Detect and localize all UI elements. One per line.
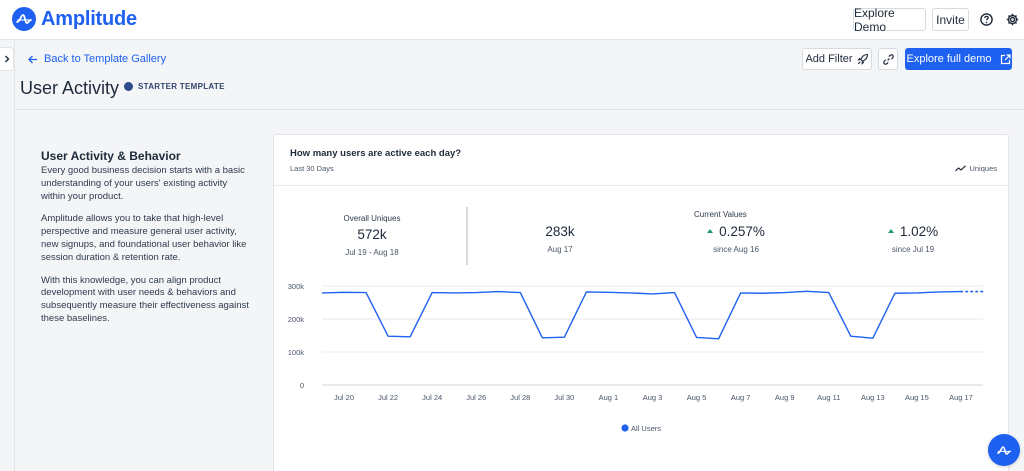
- current-day-kpi: 283k Aug 17: [510, 224, 610, 254]
- kpi-label: Overall Uniques: [343, 214, 401, 223]
- up-arrow-icon: [707, 229, 714, 234]
- overall-uniques-kpi: Overall Uniques 572k Jul 19 - Aug 18: [322, 214, 422, 257]
- description-paragraph-2: Amplitude allows you to take that high-l…: [41, 213, 247, 263]
- card-header-divider: [274, 185, 1008, 186]
- x-tick-label: Jul 24: [422, 393, 442, 402]
- back-to-template-gallery-link[interactable]: Back to Template Gallery: [28, 53, 166, 65]
- copy-link-button[interactable]: [878, 48, 898, 70]
- amplitude-help-icon: [997, 445, 1011, 455]
- sidebar-divider: [14, 40, 15, 471]
- x-tick-label: Aug 17: [949, 393, 973, 402]
- amplitude-logo[interactable]: Amplitude: [12, 7, 137, 31]
- y-tick-label: 0: [300, 381, 304, 390]
- x-tick-label: Aug 9: [775, 393, 795, 402]
- starter-template-badge: STARTER TEMPLATE: [124, 82, 225, 91]
- legend-label: All Users: [631, 424, 661, 433]
- period-change-kpi: 1.02% since Jul 19: [863, 224, 963, 254]
- explore-full-demo-label: Explore full demo: [906, 53, 992, 65]
- x-tick-label: Aug 15: [905, 393, 929, 402]
- x-tick-label: Aug 11: [817, 393, 840, 402]
- x-tick-label: Jul 28: [510, 393, 530, 402]
- add-filter-label: Add Filter: [805, 53, 853, 65]
- brand-name: Amplitude: [41, 7, 137, 30]
- description-paragraph-3: With this knowledge, you can align produ…: [41, 274, 249, 324]
- kpi-change: 1.02%: [863, 224, 963, 239]
- kpi-change: 0.257%: [686, 224, 786, 239]
- expand-sidebar-button[interactable]: [0, 47, 14, 71]
- up-arrow-icon: [887, 229, 894, 234]
- x-tick-label: Jul 20: [334, 393, 354, 402]
- kpi-since: since Jul 19: [891, 245, 935, 254]
- y-tick-label: 200k: [288, 315, 305, 324]
- uniques-metric-toggle[interactable]: Uniques: [955, 164, 997, 173]
- external-link-icon: [1000, 53, 1011, 64]
- legend-swatch: [621, 424, 629, 432]
- kpi-value: 572k: [357, 227, 387, 242]
- badge-label: STARTER TEMPLATE: [138, 82, 225, 91]
- x-tick-label: Aug 1: [599, 393, 619, 402]
- gear-icon[interactable]: [1004, 11, 1020, 27]
- chart-question-title: How many users are active each day?: [290, 148, 462, 159]
- daily-active-users-line-chart: 0 100k 200k 300k Jul 20 Jul 22 Jul 24 Jul 26 Jul…: [288, 282, 984, 433]
- back-link-label: Back to Template Gallery: [44, 53, 167, 65]
- y-tick-label: 100k: [288, 348, 305, 357]
- question-circle-icon[interactable]: [978, 11, 994, 27]
- current-values-label: Current Values: [694, 210, 747, 219]
- page-title: User Activity: [20, 78, 120, 98]
- kpi-divider: [466, 207, 468, 265]
- arrow-left-icon: [28, 55, 37, 63]
- date-range-label: Last 30 Days: [290, 164, 334, 173]
- description-paragraph-1: Every good business decision starts with…: [41, 165, 245, 202]
- x-tick-label: Jul 22: [378, 393, 398, 402]
- line-chart-icon: [955, 165, 967, 172]
- uniques-metric-label: Uniques: [969, 164, 997, 173]
- explore-demo-button[interactable]: Explore Demo: [853, 6, 926, 34]
- daily-change-kpi: 0.257% since Aug 16: [686, 224, 786, 254]
- top-navigation-bar: Amplitude Explore Demo Invite: [0, 0, 1024, 40]
- template-description: User Activity & Behavior Every good busi…: [41, 149, 251, 336]
- active-users-chart-card: How many users are active each day? Last…: [273, 134, 1009, 471]
- kpi-value: 283k: [545, 224, 575, 239]
- add-filter-button[interactable]: Add Filter: [802, 48, 872, 70]
- description-heading: User Activity & Behavior: [41, 149, 181, 163]
- x-tick-label: Aug 13: [861, 393, 885, 402]
- amplitude-logo-icon: [12, 7, 36, 31]
- x-tick-label: Jul 30: [554, 393, 574, 402]
- link-icon: [882, 53, 894, 65]
- series-line: [321, 290, 961, 340]
- header-divider: [15, 109, 1024, 110]
- explore-full-demo-button[interactable]: Explore full demo: [905, 48, 1012, 70]
- kpi-change-value: 0.257%: [719, 224, 765, 239]
- rocket-icon: [856, 53, 868, 65]
- kpi-since: since Aug 16: [713, 245, 759, 254]
- kpi-change-value: 1.02%: [899, 224, 939, 239]
- help-chat-button[interactable]: [988, 434, 1020, 466]
- x-tick-label: Aug 3: [643, 393, 663, 402]
- template-icon: [124, 82, 133, 91]
- kpi-date: Aug 17: [547, 245, 573, 254]
- kpi-date-range: Jul 19 - Aug 18: [345, 248, 399, 257]
- x-tick-label: Jul 26: [466, 393, 486, 402]
- x-tick-label: Aug 5: [687, 393, 707, 402]
- invite-button[interactable]: Invite: [932, 8, 969, 31]
- x-tick-label: Aug 7: [731, 393, 751, 402]
- y-tick-label: 300k: [288, 282, 305, 291]
- chevron-right-icon: [4, 55, 9, 63]
